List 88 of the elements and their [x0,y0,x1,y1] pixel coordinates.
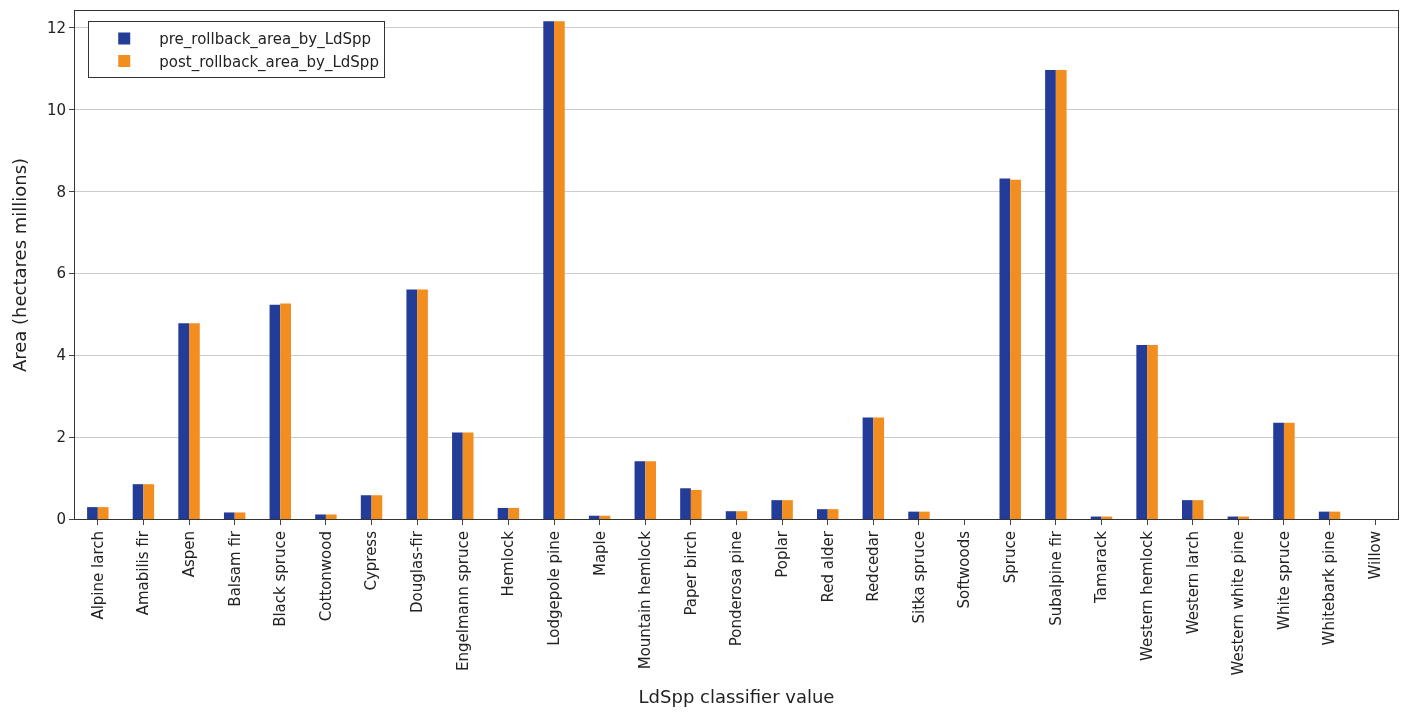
bar [1192,500,1204,519]
x-tick-label: Redcedar [864,530,883,602]
bar [189,323,200,519]
bar [588,515,600,519]
x-tick-label: Engelmann spruce [453,531,472,671]
bar [1136,344,1148,519]
y-tick-label: 10 [46,100,66,119]
bar [680,488,691,519]
y-tick-label: 8 [56,182,66,201]
bar [999,178,1011,519]
bar [462,432,474,519]
bar [269,304,281,519]
bar [634,461,646,519]
bar [234,512,246,519]
bar [1147,344,1158,519]
x-tick-label: Tamarack [1092,530,1111,604]
x-tick-label: Amabilis fir [134,530,153,616]
bar [406,289,418,519]
bar [143,484,155,519]
bar [1273,422,1284,519]
x-tick-label: Poplar [772,530,791,578]
bar [452,432,463,519]
x-tick-label: Softwoods [955,530,974,609]
y-axis-title: Area (hectares millions) [9,157,31,373]
x-tick-label: Whitebark pine [1320,531,1339,646]
bar [315,514,326,519]
bar [132,484,144,519]
x-tick-label: Balsam fir [225,530,244,607]
x-tick-label: Western hemlock [1137,530,1156,661]
bar [325,514,337,519]
bar [1010,179,1021,519]
bar [280,303,292,519]
x-tick-label: Aspen [179,531,198,578]
x-tick-label: Black spruce [271,531,290,627]
y-tick-label: 6 [56,264,66,283]
bar [1055,69,1067,519]
bar [771,500,783,519]
bar [817,509,828,519]
bar [543,21,555,519]
bar [862,417,874,519]
bar [97,507,109,519]
bar [736,511,748,519]
bar [1181,500,1193,519]
x-tick-label: Western larch [1183,531,1202,635]
x-tick-label: Douglas-fir [408,530,427,613]
y-tick-label: 2 [56,428,66,447]
y-tick-label: 12 [46,18,66,37]
bar [178,323,190,519]
bar [497,507,509,519]
x-tick-label: Hemlock [499,530,518,597]
bar [1283,422,1295,519]
legend-label: pre_rollback_area_by_LdSpp [159,30,372,50]
bar [827,509,839,519]
x-tick-label: Cottonwood [316,531,335,622]
y-tick-label: 0 [56,510,66,529]
y-tick-label: 4 [56,346,66,365]
x-tick-label: Spruce [1001,531,1020,584]
bar [690,489,702,519]
bar [782,500,793,519]
x-tick-label: Mountain hemlock [636,530,655,670]
x-tick-label: Alpine larch [88,531,107,620]
bar [873,417,885,519]
bar [223,512,235,519]
bar [417,289,428,519]
bar [1045,69,1056,519]
x-tick-label: Lodgepole pine [544,531,563,646]
bar [87,507,98,519]
x-tick-label: Cypress [362,530,381,591]
bar [645,461,656,519]
x-tick-label: Sitka spruce [909,531,928,624]
bar [725,511,737,519]
x-tick-label: Ponderosa pine [727,531,746,647]
bar [554,21,565,519]
x-axis-title: LdSpp classifier value [638,685,835,707]
x-tick-label: Western white pine [1229,531,1248,676]
x-tick-label: Willow [1366,531,1385,580]
x-tick-label: White spruce [1274,531,1293,630]
x-tick-label: Red alder [818,530,837,603]
bar [1318,511,1330,519]
x-tick-label: Maple [590,531,609,577]
legend-label: post_rollback_area_by_LdSpp [159,52,379,72]
x-tick-label: Paper birch [681,531,700,616]
bar [508,507,520,519]
x-tick-label: Subalpine fir [1046,530,1065,626]
bar [371,495,383,519]
bar [918,511,930,519]
bar [360,495,372,519]
bar [908,511,919,519]
